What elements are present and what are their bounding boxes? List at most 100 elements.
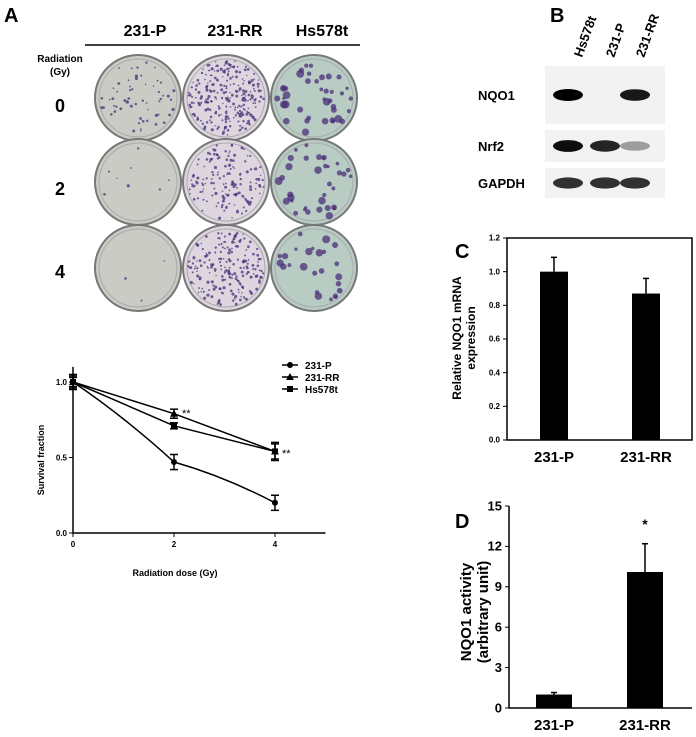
colony (224, 97, 228, 100)
y-axis-label-line2: expression (464, 306, 478, 369)
colony (224, 247, 226, 250)
colony (251, 116, 255, 120)
colony (259, 95, 263, 99)
colony (189, 266, 193, 270)
colony (243, 98, 247, 102)
colony (260, 269, 263, 273)
colony (208, 108, 212, 112)
colony (205, 73, 207, 76)
protein-band (553, 89, 583, 101)
colony (333, 295, 338, 299)
colony (208, 119, 211, 122)
colony (124, 277, 127, 280)
colony (205, 158, 209, 161)
colony (251, 267, 254, 270)
colony (321, 249, 327, 254)
colony (244, 109, 246, 111)
colony (212, 173, 215, 177)
colony (209, 115, 213, 119)
colony (220, 88, 224, 92)
significance-annotation: ** (282, 448, 291, 460)
panel-label-a: A (4, 5, 18, 27)
colony (134, 76, 138, 80)
colony (227, 251, 231, 255)
colony (197, 90, 201, 94)
colony (227, 172, 229, 174)
colony (297, 106, 304, 113)
colony (254, 106, 257, 108)
colony (196, 116, 199, 119)
colony (197, 158, 200, 161)
colony (228, 152, 231, 154)
colony (156, 79, 159, 82)
colony (188, 188, 191, 191)
colony (202, 188, 205, 190)
colony (211, 194, 214, 197)
colony (206, 97, 210, 101)
colony (118, 67, 120, 69)
colony (274, 95, 281, 102)
colony (228, 150, 231, 153)
row-label-2: 2 (55, 179, 65, 199)
colony (247, 111, 250, 114)
colony (243, 237, 246, 240)
colony (242, 296, 246, 299)
data-point (170, 409, 178, 417)
colony (217, 301, 221, 304)
colony (305, 209, 311, 215)
colony (222, 183, 225, 185)
colony (223, 64, 226, 67)
colony (205, 98, 207, 101)
colony (158, 100, 161, 103)
lane-label: Hs578t (571, 13, 600, 59)
colony (191, 271, 194, 274)
colony (336, 170, 343, 176)
colony (167, 179, 170, 181)
colony (235, 232, 239, 235)
colony (236, 279, 239, 282)
colony (215, 144, 218, 147)
colony (235, 75, 238, 79)
colony (253, 98, 257, 102)
colony (253, 89, 256, 92)
colony (242, 119, 245, 123)
colony (198, 259, 202, 263)
colony (203, 125, 207, 129)
colony (195, 181, 199, 185)
colony (116, 90, 118, 93)
colony (326, 164, 330, 169)
colony (225, 205, 228, 208)
row-label-0: 0 (55, 96, 65, 116)
colony (159, 81, 163, 84)
colony (244, 254, 247, 257)
colony (199, 119, 202, 122)
colony (219, 67, 223, 71)
culture-dish (270, 138, 358, 226)
colony (242, 99, 245, 102)
colony (336, 74, 342, 80)
y-tick-label: 1.0 (56, 378, 68, 387)
colony (223, 125, 228, 129)
category-label: 231-RR (619, 717, 671, 734)
colony (226, 246, 229, 249)
colony (144, 83, 147, 86)
colony (241, 113, 245, 117)
colony (215, 78, 219, 82)
colony (234, 302, 238, 306)
colony (332, 241, 339, 249)
colony (234, 60, 236, 63)
colony (166, 94, 170, 98)
colony (249, 98, 252, 101)
colony (226, 67, 229, 71)
colony (187, 91, 190, 94)
colony (254, 102, 257, 104)
colony (245, 272, 249, 275)
colony (244, 297, 248, 301)
protein-band (590, 177, 620, 189)
significance-annotation: ** (182, 408, 191, 420)
colony (204, 254, 208, 258)
colony (195, 242, 198, 246)
x-axis-label: Radiation dose (Gy) (132, 568, 217, 578)
colony (191, 185, 194, 188)
colony (330, 106, 337, 113)
